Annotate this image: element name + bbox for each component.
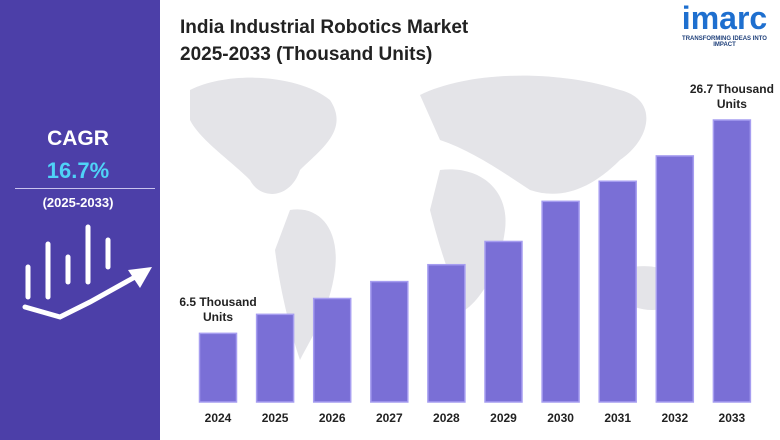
logo-name: imarc [681,0,768,36]
x-tick-label: 2030 [547,411,574,425]
cagr-value: 16.7% [46,158,110,183]
x-tick-label: 2028 [433,411,460,425]
bar [598,180,637,403]
bar [712,119,752,403]
x-tick-label: 2032 [661,411,689,425]
bar [655,155,695,403]
bar [484,240,523,403]
growth-icon [22,224,152,320]
data-label: 6.5 Thousand Units [179,295,257,325]
x-tick-label: 2025 [261,411,289,425]
bar [312,297,352,403]
bar [427,263,466,403]
title-line: 2025-2033 (Thousand Units) [180,44,433,65]
chart-title: India Industrial Robotics Market 2025-20… [180,14,520,68]
logo: imarc TRANSFORMING IDEAS INTO IMPACT [672,0,777,48]
x-tick-label: 2027 [375,411,403,425]
bar [255,313,295,403]
cagr-period: (2025-2033) [42,195,114,210]
x-tick-label: 2033 [718,411,746,425]
x-tick-label: 2031 [604,411,632,425]
cagr-label: CAGR [47,127,109,150]
bar [198,332,238,403]
title-line: India Industrial Robotics Market [180,17,469,38]
x-tick-label: 2024 [204,411,232,425]
data-label: 26.7 Thousand Units [689,82,774,111]
bar [541,200,580,403]
bar [370,280,409,403]
logo-tagline: TRANSFORMING IDEAS INTO IMPACT [682,36,767,48]
x-tick-label: 2026 [318,411,346,425]
side-panel: CAGR 16.7% (2025-2033) [0,0,160,440]
x-tick-label: 2029 [490,411,517,425]
divider [15,188,155,189]
